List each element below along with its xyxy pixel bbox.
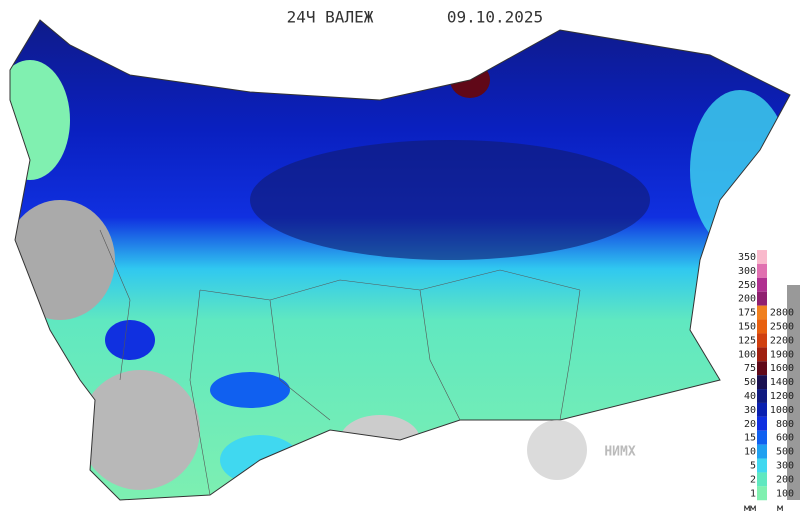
legend-label: 1 bbox=[750, 488, 756, 499]
elevation-label: 2500 bbox=[770, 322, 794, 333]
legend-swatch bbox=[757, 458, 767, 473]
legend-label: 75 bbox=[744, 363, 756, 374]
legend-label: 100 bbox=[738, 349, 756, 360]
country-border bbox=[9, 19, 791, 501]
legend-label: 2 bbox=[750, 474, 756, 485]
legend-swatch bbox=[757, 389, 767, 403]
elevation-label: 100 bbox=[776, 488, 794, 499]
legend-label: 5 bbox=[750, 461, 756, 472]
elevation-label: 2800 bbox=[770, 308, 794, 319]
elevation-label: 200 bbox=[776, 474, 794, 485]
legend-label: 350 bbox=[738, 252, 756, 263]
legend-label: 10 bbox=[744, 447, 756, 458]
legend-swatch bbox=[757, 472, 767, 487]
elevation-unit: м bbox=[777, 503, 783, 514]
region-borders bbox=[99, 229, 581, 496]
legend-swatch bbox=[757, 361, 767, 376]
legend-swatch bbox=[757, 333, 767, 348]
legend-swatch bbox=[757, 250, 767, 264]
legend-swatch bbox=[757, 347, 767, 362]
legend-label: 15 bbox=[744, 433, 756, 444]
legend-swatch bbox=[757, 291, 767, 306]
elevation-label: 300 bbox=[776, 461, 794, 472]
legend-label: 40 bbox=[744, 391, 756, 402]
legend: 350 300 250 200 175 150 125 100 75 50 40 30 20 15 10 5 2… bbox=[738, 250, 794, 514]
elevation-label: 1600 bbox=[770, 363, 794, 374]
legend-label: 125 bbox=[738, 335, 756, 346]
elevation-bar bbox=[787, 285, 800, 500]
elevation-label: 600 bbox=[776, 433, 794, 444]
legend-swatch bbox=[757, 263, 767, 278]
legend-label: 175 bbox=[738, 308, 756, 319]
legend-label: 250 bbox=[738, 280, 756, 291]
legend-unit: мм bbox=[744, 503, 756, 514]
logo-text: НИМХ bbox=[604, 445, 635, 460]
elevation-label: 1200 bbox=[770, 391, 794, 402]
elevation-label: 1400 bbox=[770, 377, 794, 388]
legend-swatch bbox=[757, 444, 767, 459]
legend-swatch bbox=[757, 305, 767, 320]
map-date: 09.10.2025 bbox=[447, 8, 543, 27]
legend-swatch bbox=[757, 277, 767, 292]
legend-swatch bbox=[757, 402, 767, 417]
legend-swatch bbox=[757, 375, 767, 390]
legend-label: 150 bbox=[738, 322, 756, 333]
elevation-label: 2200 bbox=[770, 335, 794, 346]
legend-label: 30 bbox=[744, 405, 756, 416]
legend-label: 50 bbox=[744, 377, 756, 388]
legend-swatch bbox=[757, 430, 767, 445]
map-title: 24Ч ВАЛЕЖ bbox=[287, 8, 374, 27]
legend-swatch bbox=[757, 416, 767, 431]
legend-swatch bbox=[757, 486, 767, 501]
elevation-label: 1000 bbox=[770, 405, 794, 416]
elevation-label: 800 bbox=[776, 419, 794, 430]
legend-label: 300 bbox=[738, 266, 756, 277]
legend-swatch bbox=[757, 319, 767, 334]
legend-label: 20 bbox=[744, 419, 756, 430]
elevation-label: 1900 bbox=[770, 349, 794, 360]
elevation-label: 500 bbox=[776, 447, 794, 458]
legend-label: 200 bbox=[738, 294, 756, 305]
logo: НИМХ bbox=[527, 420, 636, 480]
